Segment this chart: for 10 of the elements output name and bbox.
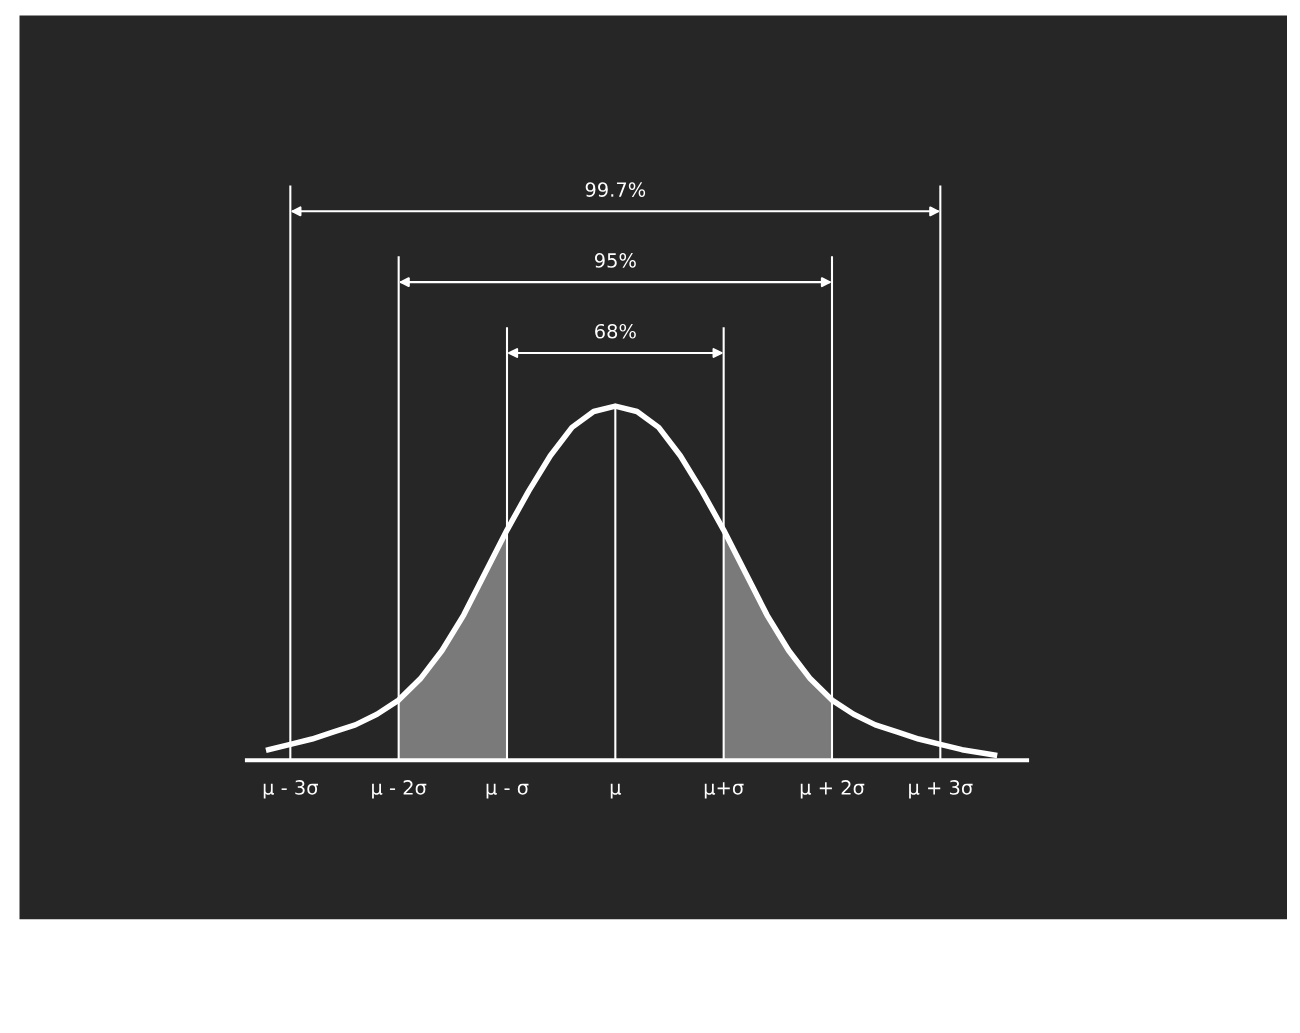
text: 68%	[595, 323, 636, 339]
x-tick-label: μ - 2σ	[372, 780, 427, 799]
x-tick-label: μ - 3σ	[263, 780, 318, 799]
x-tick-label: μ + 2σ	[800, 780, 865, 799]
x-tick-label: μ+σ	[704, 782, 744, 799]
x-tick-label: μ	[610, 783, 622, 799]
x-tick-label: μ + 3σ	[909, 780, 973, 799]
text: 99.7%	[585, 182, 646, 197]
text: 95%	[594, 253, 636, 268]
x-tick-label: μ - σ	[486, 783, 529, 799]
